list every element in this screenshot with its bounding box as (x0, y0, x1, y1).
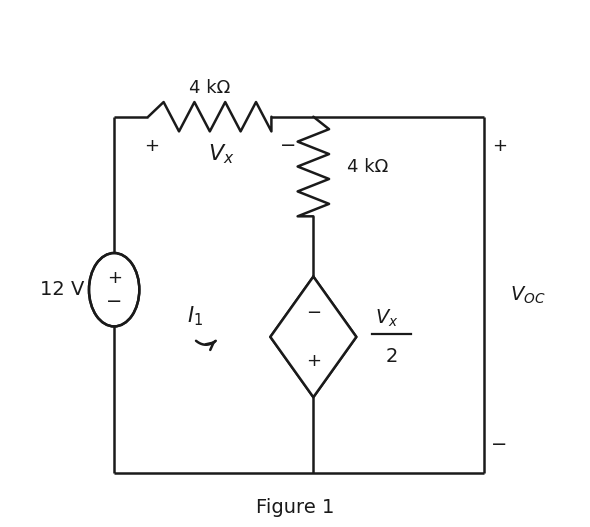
Text: Figure 1: Figure 1 (256, 498, 334, 517)
Text: 2: 2 (385, 347, 398, 366)
Text: −: − (306, 304, 321, 322)
Text: −: − (280, 136, 296, 155)
Text: 12 V: 12 V (40, 280, 84, 299)
Text: $V_x$: $V_x$ (375, 308, 398, 329)
Ellipse shape (89, 253, 139, 326)
Text: +: + (492, 136, 507, 154)
Text: −: − (106, 292, 122, 311)
Text: −: − (491, 435, 507, 454)
Text: 4 kΩ: 4 kΩ (348, 158, 389, 175)
Text: +: + (306, 352, 321, 370)
Text: 4 kΩ: 4 kΩ (189, 79, 231, 97)
Text: $V_{OC}$: $V_{OC}$ (510, 284, 546, 306)
Text: $V_x$: $V_x$ (208, 143, 235, 166)
Text: +: + (107, 269, 122, 287)
Text: $I_1$: $I_1$ (188, 304, 204, 328)
Text: +: + (145, 136, 159, 154)
Polygon shape (270, 277, 356, 397)
